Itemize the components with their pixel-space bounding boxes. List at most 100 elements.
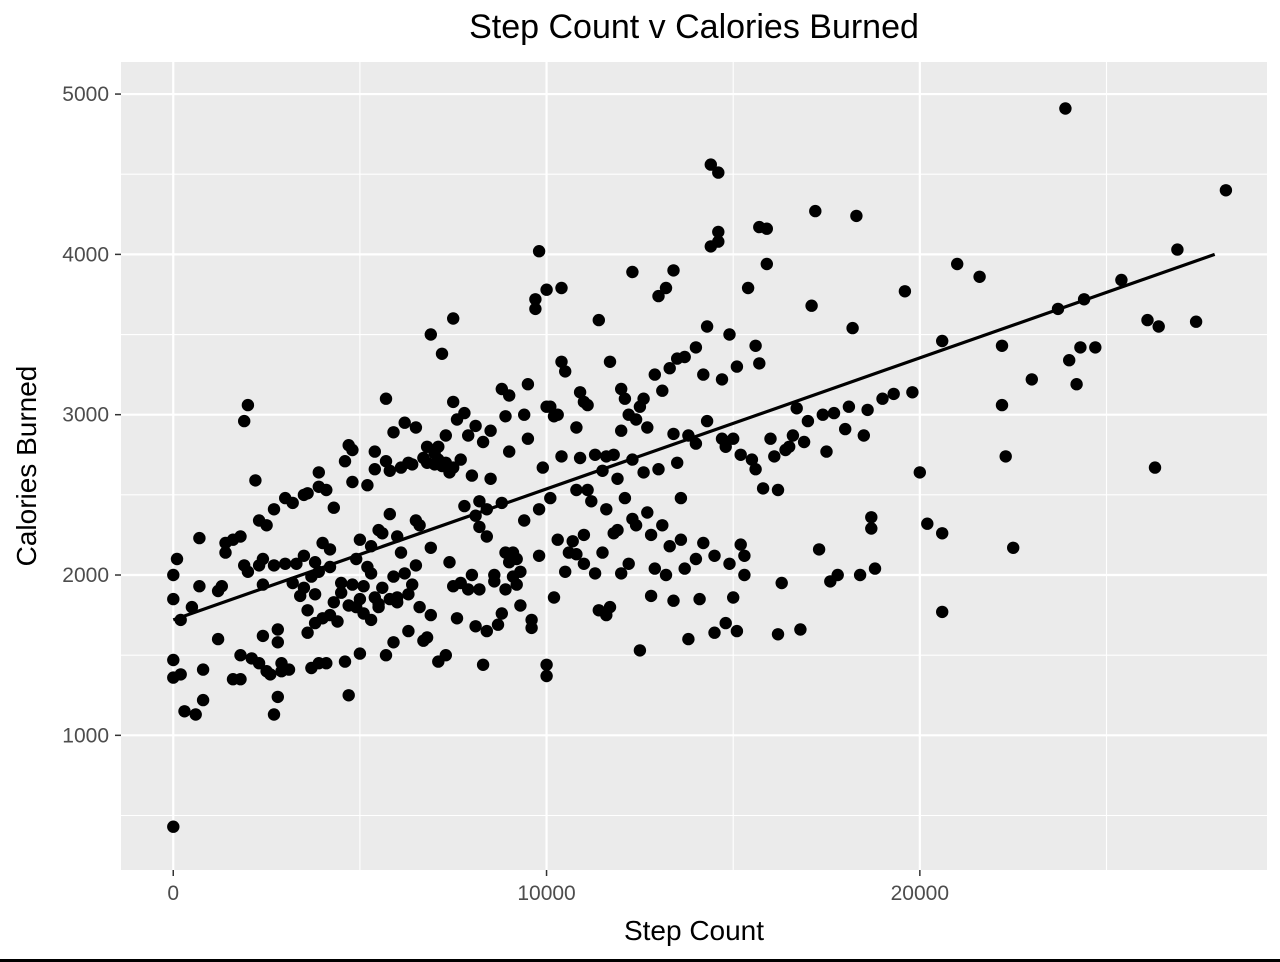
data-point (749, 339, 762, 352)
data-point (644, 589, 658, 603)
data-point (353, 533, 367, 546)
data-point (480, 624, 493, 638)
data-point (652, 463, 665, 476)
data-point (406, 458, 419, 471)
data-point (518, 408, 531, 421)
data-point (249, 474, 262, 487)
data-point (656, 384, 669, 397)
data-point (323, 543, 337, 556)
data-point (484, 472, 497, 485)
data-point (951, 257, 964, 271)
data-point (193, 531, 206, 545)
data-point (738, 549, 751, 562)
data-point (868, 562, 882, 575)
data-point (551, 408, 564, 421)
data-point (290, 557, 303, 570)
data-point (708, 549, 721, 562)
data-point (995, 398, 1009, 412)
chart-title: Step Count v Calories Burned (469, 8, 919, 46)
data-point (532, 549, 546, 562)
data-point (1219, 184, 1233, 197)
data-point (544, 491, 557, 505)
data-point (555, 450, 568, 463)
data-point (364, 613, 378, 627)
data-point (831, 568, 844, 582)
data-point (476, 658, 490, 671)
data-point (615, 424, 628, 437)
data-point (510, 552, 523, 566)
data-point (308, 556, 322, 569)
data-point (383, 507, 396, 521)
data-point (786, 429, 800, 442)
data-point (674, 491, 688, 505)
data-point (570, 483, 583, 497)
data-point (656, 519, 669, 532)
data-point (167, 568, 180, 582)
data-point (712, 166, 725, 179)
data-point (600, 503, 613, 516)
data-point (857, 429, 870, 442)
data-point (999, 450, 1012, 463)
data-point (764, 432, 777, 445)
data-point (167, 820, 180, 833)
data-point (439, 649, 452, 662)
data-point (342, 689, 355, 702)
data-point (734, 538, 747, 551)
data-point (850, 209, 863, 223)
data-point (238, 414, 251, 428)
data-point (1089, 341, 1102, 354)
data-point (771, 483, 785, 497)
data-point (462, 583, 475, 596)
data-point (402, 624, 415, 638)
data-point (704, 158, 717, 171)
data-point (906, 386, 919, 399)
data-point (320, 483, 333, 497)
y-tick-label: 1000 (62, 724, 109, 747)
data-point (387, 426, 400, 439)
data-point (394, 546, 408, 559)
data-point (1007, 541, 1020, 554)
data-point (697, 536, 710, 550)
data-point (484, 424, 497, 437)
data-point (424, 328, 437, 341)
data-point (338, 455, 352, 468)
bottom-border (0, 959, 1280, 962)
data-point (491, 618, 505, 631)
data-point (663, 540, 676, 553)
data-point (469, 419, 482, 433)
data-point (301, 626, 314, 639)
data-point (308, 588, 322, 601)
data-point (559, 565, 572, 578)
data-point (406, 578, 419, 591)
data-point (715, 373, 729, 386)
data-point (297, 549, 311, 562)
data-point (215, 580, 228, 593)
data-point (469, 620, 482, 633)
y-tick-label: 3000 (62, 404, 109, 427)
data-point (637, 392, 650, 405)
data-point (458, 406, 471, 420)
data-point (581, 398, 594, 412)
data-point (335, 576, 348, 590)
data-point (865, 511, 878, 524)
data-point (267, 503, 281, 516)
data-point (689, 552, 703, 566)
data-point (301, 487, 314, 500)
data-point (473, 583, 486, 596)
data-point (301, 604, 314, 617)
data-point (383, 464, 396, 477)
data-point (768, 450, 781, 463)
data-point (842, 400, 856, 413)
data-point (1148, 461, 1162, 474)
data-point (659, 568, 673, 582)
data-point (712, 225, 725, 239)
x-axis: 0 10000 20000 (167, 870, 949, 905)
data-point (547, 591, 561, 604)
data-point (521, 432, 535, 445)
data-point (503, 389, 516, 402)
data-point (876, 392, 889, 405)
data-point (667, 264, 680, 277)
data-point (402, 588, 415, 601)
data-point (641, 506, 654, 519)
